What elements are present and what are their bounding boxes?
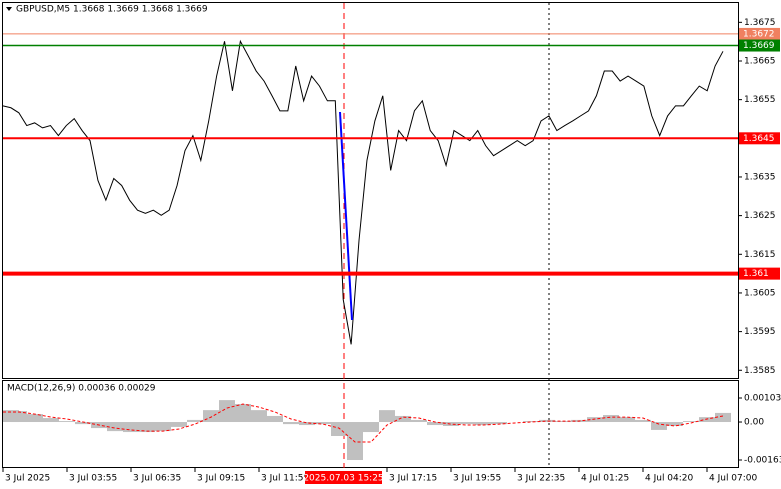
- macd-bar: [379, 410, 395, 423]
- macd-bar: [11, 411, 27, 423]
- level-label-box: [739, 27, 780, 40]
- signal-line: [3, 403, 724, 443]
- chart-title: GBPUSD,M5 1.3668 1.3669 1.3668 1.3669: [16, 5, 208, 15]
- macd-bar: [603, 415, 619, 423]
- level-label: 1.3645: [743, 134, 775, 144]
- x-tick-label: 3 Jul 2025: [5, 474, 50, 484]
- y-tick-label: 0.00103: [744, 394, 781, 404]
- level-label-box: [739, 39, 780, 52]
- y-tick-label: 1.3635: [744, 172, 776, 182]
- macd-bar: [347, 422, 363, 461]
- x-tick-label: 3 Jul 06:35: [133, 474, 181, 484]
- macd-bar: [619, 417, 635, 423]
- y-tick-label: 1.3615: [744, 250, 776, 260]
- macd-bar: [171, 422, 187, 427]
- macd-bar: [459, 422, 475, 425]
- macd-bar: [475, 422, 491, 426]
- cursor-label: 2025.07.03 15:25: [303, 474, 383, 484]
- y-tick-label: 1.3675: [744, 18, 776, 28]
- macd-bar: [155, 422, 171, 432]
- y-tick-label: 1.3585: [744, 366, 776, 376]
- macd-bar: [443, 422, 459, 426]
- macd-bar: [43, 418, 59, 423]
- macd-bar: [59, 421, 75, 423]
- main-panel: [2, 2, 739, 379]
- x-tick-label: 3 Jul 19:55: [453, 474, 501, 484]
- x-tick-label: 4 Jul 07:00: [709, 474, 758, 484]
- macd-bar: [123, 422, 139, 433]
- macd-bar: [715, 412, 731, 423]
- macd-bar: [411, 419, 427, 423]
- highlight-segment: [339, 111, 353, 321]
- x-tick-label: 3 Jul 03:55: [69, 474, 117, 484]
- y-tick-label: 1.3605: [744, 288, 776, 298]
- macd-bar: [219, 400, 235, 423]
- macd-bar: [427, 422, 443, 426]
- y-tick-label: 0.00: [744, 418, 764, 428]
- macd-bar: [251, 410, 267, 423]
- macd-bar: [75, 422, 91, 425]
- macd-bar: [267, 415, 283, 423]
- macd-bar: [283, 422, 299, 425]
- level-label: 1.3672: [743, 29, 775, 39]
- x-tick-label: 3 Jul 11:55: [261, 474, 309, 484]
- y-tick-label: 1.3665: [744, 56, 776, 66]
- x-tick-label: 3 Jul 22:35: [517, 474, 565, 484]
- x-tick-label: 3 Jul 09:15: [197, 474, 245, 484]
- macd-bar: [331, 422, 347, 437]
- macd-bar: [651, 422, 667, 430]
- level-label: 1.3669: [743, 41, 775, 51]
- x-tick-label: 3 Jul 17:15: [389, 474, 437, 484]
- macd-bar: [299, 422, 315, 426]
- level-label-box: [739, 267, 780, 280]
- y-tick-label: 1.3625: [744, 211, 776, 221]
- y-tick-label: 1.3595: [744, 327, 776, 337]
- macd-bar: [539, 419, 555, 423]
- macd-bar: [395, 415, 411, 423]
- y-tick-label: -0.00163: [744, 456, 781, 466]
- macd-bar: [363, 422, 379, 433]
- x-tick-label: 4 Jul 04:20: [645, 474, 694, 484]
- level-label: 1.361: [743, 269, 769, 279]
- x-tick-label: 4 Jul 01:25: [581, 474, 629, 484]
- macd-bar: [203, 410, 219, 423]
- macd-bar: [683, 421, 699, 423]
- macd-bar: [635, 419, 651, 423]
- macd-bar: [699, 417, 715, 423]
- macd-bar: [667, 422, 683, 426]
- cursor-label-box: [305, 471, 382, 484]
- macd-bar: [315, 422, 331, 425]
- macd-bar: [523, 421, 539, 423]
- macd-bar: [107, 422, 123, 432]
- price-line: [2, 39, 724, 345]
- macd-bar: [187, 419, 203, 423]
- macd-bar: [139, 422, 155, 433]
- macd-bar: [27, 414, 43, 423]
- y-tick-label: 1.3655: [744, 95, 776, 105]
- macd-bar: [235, 404, 251, 423]
- macd-bar: [491, 422, 507, 425]
- macd-title: MACD(12,26,9) 0.00036 0.00029: [7, 384, 156, 394]
- level-label-box: [739, 132, 780, 145]
- macd-bar: [587, 417, 603, 423]
- symbol-arrow: [6, 7, 12, 11]
